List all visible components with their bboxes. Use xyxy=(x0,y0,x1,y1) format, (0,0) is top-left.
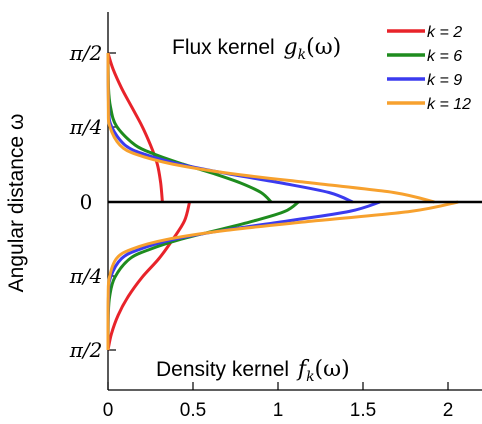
lower-panel-title: Density kernel fk(ω) xyxy=(156,357,350,385)
y-tick-label: 0 xyxy=(80,190,93,214)
y-tick-labels: π/2 π/4 0 π/4 π/2 xyxy=(69,41,103,362)
y-tick-label: π/2 xyxy=(69,41,103,65)
x-tick-label: 1 xyxy=(273,400,284,421)
y-tick-label: π/4 xyxy=(69,264,103,288)
legend-label: k = 12 xyxy=(427,96,471,113)
x-tick-label: 2 xyxy=(443,400,454,421)
series-line-upper-4 xyxy=(106,52,435,204)
legend-label: k = 2 xyxy=(427,24,462,41)
legend: k = 2 k = 6 k = 9 k = 12 xyxy=(387,24,471,113)
x-tick-label: 1.5 xyxy=(350,400,376,421)
series-line-lower-1 xyxy=(106,201,192,351)
x-tick-label: 0 xyxy=(103,400,114,421)
series-line-upper-1 xyxy=(106,52,164,203)
series-line-upper-2 xyxy=(106,52,273,204)
y-tick-label: π/2 xyxy=(69,338,103,362)
upper-panel-title: Flux kernel gk(ω) xyxy=(172,35,341,63)
series-line-lower-4 xyxy=(106,200,459,351)
x-tick-labels: 0 0.5 1 1.5 2 xyxy=(103,400,454,421)
legend-label: k = 6 xyxy=(427,48,462,65)
series-lines xyxy=(106,52,459,351)
x-tick-label: 0.5 xyxy=(180,400,206,421)
y-axis-label: Angular distance ω xyxy=(5,114,28,293)
y-tick-label: π/4 xyxy=(69,115,103,139)
legend-label: k = 9 xyxy=(427,72,462,89)
